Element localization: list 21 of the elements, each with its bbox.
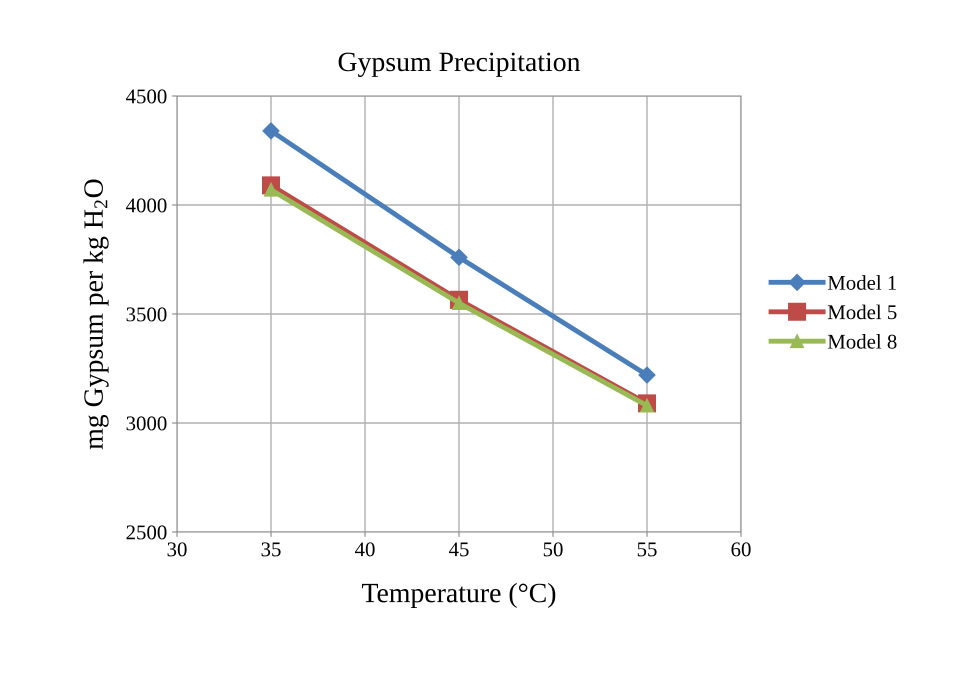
chart-title: Gypsum Precipitation: [338, 52, 580, 77]
y-axis-title: mg Gypsum per kg H$_{2}$O: [83, 179, 109, 450]
y-tick-label: 3000: [126, 416, 166, 430]
legend-label: Model 8: [828, 334, 897, 349]
y-tick-label: 4000: [126, 198, 166, 212]
point: [450, 248, 468, 266]
legend-label: Model 1: [828, 275, 896, 290]
y-tick-label: 4500: [126, 89, 166, 104]
x-tick-label: 60: [731, 542, 751, 556]
point: [262, 122, 280, 140]
point: [638, 366, 656, 384]
x-axis-title: Temperature (°C): [362, 582, 556, 608]
x-tick-label: 30: [168, 542, 187, 556]
x-tick-label: 55: [638, 542, 657, 556]
y-tick-label: 3500: [126, 307, 166, 322]
y-tick-label: 2500: [126, 525, 166, 540]
x-tick-label: 35: [262, 542, 281, 556]
x-tick-label: 40: [354, 542, 375, 556]
legend-label: Model 5: [828, 304, 896, 320]
x-tick-label: 45: [448, 542, 469, 556]
x-tick-label: 50: [544, 542, 563, 556]
